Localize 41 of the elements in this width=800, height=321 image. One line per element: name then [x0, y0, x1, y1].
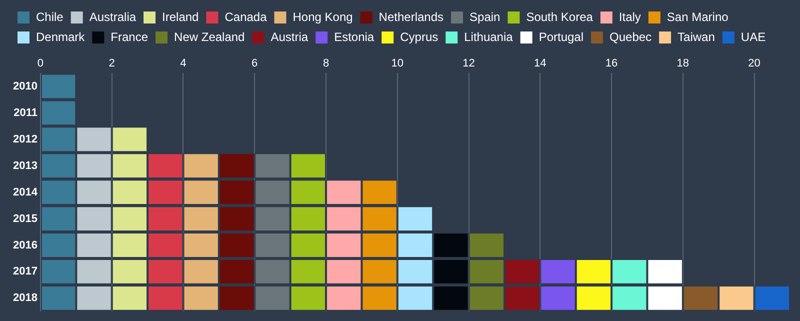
legend-label: Quebec [610, 30, 652, 44]
legend-label: Taiwan [678, 30, 715, 44]
y-tick-label: 2016 [12, 239, 38, 252]
legend-label: Spain [470, 10, 500, 24]
legend-label: South Korea [526, 10, 594, 24]
legend-label: Ireland [162, 10, 199, 24]
x-tick-label: 6 [252, 58, 258, 70]
legend-label: Portugal [538, 30, 584, 44]
x-tick-label: 2 [108, 58, 115, 70]
legend-label: Lithuania [464, 30, 514, 44]
y-tick-label: 2011 [14, 106, 38, 119]
x-tick-label: 10 [391, 58, 404, 70]
y-tick-label: 2015 [12, 212, 38, 225]
y-tick-label: 2010 [12, 80, 38, 92]
x-tick-label: 14 [534, 58, 546, 70]
x-tick-label: 8 [322, 58, 330, 70]
y-tick-label: 2018 [12, 292, 38, 304]
x-tick-label: 4 [180, 58, 186, 70]
legend-label: Canada [224, 10, 268, 24]
x-tick-label: 0 [37, 58, 44, 70]
x-tick-label: 18 [676, 58, 690, 70]
y-tick-label: 2013 [12, 160, 38, 172]
legend-label: Hong Kong [292, 10, 353, 24]
legend-label: Australia [89, 10, 136, 24]
legend-label: Estonia [334, 30, 374, 44]
y-tick-label: 2012 [12, 133, 38, 146]
legend-label: UAE [740, 30, 766, 44]
legend-label: Chile [36, 10, 64, 24]
y-tick-label: 2017 [12, 266, 38, 278]
legend-label: Netherlands [378, 10, 444, 24]
legend-label: France [110, 30, 148, 44]
legend-label: Denmark [36, 30, 86, 44]
legend-label: New Zealand [174, 30, 245, 44]
y-tick-label: 2014 [12, 186, 38, 198]
x-tick-label: 16 [605, 58, 618, 70]
legend-label: Italy [618, 10, 641, 24]
legend-label: Cyprus [400, 30, 438, 44]
legend-label: San Marino [666, 10, 729, 24]
legend-label: Austria [270, 30, 308, 44]
x-tick-label: 20 [748, 58, 760, 70]
x-tick-label: 12 [462, 58, 475, 70]
